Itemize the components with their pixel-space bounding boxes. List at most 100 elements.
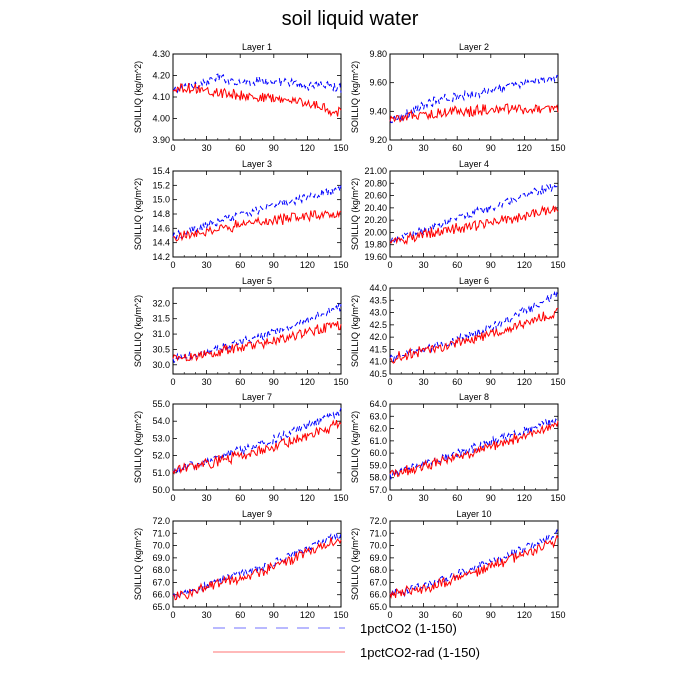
panel-1-xtick-label: 90 [269,143,279,153]
panel-10-xtick-label: 30 [419,610,429,620]
panel-4-ytick-label: 20.00 [364,227,387,237]
panel-9-xtick-label: 0 [170,610,175,620]
panel-4-ytick-label: 19.80 [364,240,387,250]
panel-10-title: Layer 10 [456,509,491,519]
panel-1-xtick-label: 120 [300,143,315,153]
panel-1-ytick-label: 4.20 [152,71,170,81]
panel-5-ytick-label: 31.5 [152,314,170,324]
panel-8-series-1pctCO2-rad [389,420,559,478]
panel-8-ytick-label: 64.0 [369,399,387,409]
panel-3-ytick-label: 14.2 [152,252,170,262]
panel-6-ytick-label: 43.5 [369,295,387,305]
panel-7-xtick-label: 60 [235,493,245,503]
panel-9-series-1pctCO2 [172,532,342,601]
panel-9-xtick-label: 60 [235,610,245,620]
panel-2-xtick-label: 0 [387,143,392,153]
panel-10-ytick-label: 72.0 [369,516,387,526]
panel-10-xtick-label: 90 [486,610,496,620]
panel-2-xtick-label: 120 [517,143,532,153]
panel-4-frame [389,170,559,258]
panel-6-frame [389,287,559,375]
panel-3-ytick-label: 14.4 [152,238,170,248]
legend-label-1: 1pctCO2 (1-150) [360,621,457,636]
panel-10-ytick-label: 69.0 [369,553,387,563]
panel-1-frame [172,53,342,141]
panel-8-xtick-label: 30 [419,493,429,503]
panel-9-ylabel: SOILLIQ (kg/m^2) [133,528,143,600]
panel-2-ytick-label: 9.60 [369,78,387,88]
panel-6-xtick-label: 0 [387,377,392,387]
panel-4-xtick-label: 120 [517,260,532,270]
panel-6-ytick-label: 42.5 [369,320,387,330]
panel-9-xtick-label: 90 [269,610,279,620]
panel-9-ytick-label: 67.0 [152,577,170,587]
panel-8-series-1pctCO2 [389,417,559,480]
panel-1-ytick-label: 4.30 [152,49,170,59]
panel-1-xtick-label: 0 [170,143,175,153]
panel-4-series-1pctCO2-rad [389,204,559,246]
panel-9-ytick-label: 70.0 [152,541,170,551]
panel-8-ytick-label: 61.0 [369,436,387,446]
panel-6-series-1pctCO2 [389,290,559,363]
panel-7-xtick-label: 150 [333,493,348,503]
panel-5-ytick-label: 31.0 [152,329,170,339]
panel-10-series-1pctCO2-rad [389,534,559,600]
panel-9-xtick-label: 30 [202,610,212,620]
panel-5-xtick-label: 60 [235,377,245,387]
panel-5-xtick-label: 30 [202,377,212,387]
panel-6-xtick-label: 150 [550,377,565,387]
panel-1-series-1pctCO2-rad [172,83,342,118]
panel-10-ytick-label: 67.0 [369,577,387,587]
panel-10-ytick-label: 70.0 [369,541,387,551]
panel-5-ytick-label: 32.0 [152,298,170,308]
panel-8-xtick-label: 150 [550,493,565,503]
panel-3-title: Layer 3 [242,159,272,169]
page-title: soil liquid water [281,8,419,30]
panel-4-ytick-label: 21.00 [364,166,387,176]
panel-7-ytick-label: 51.0 [152,468,170,478]
panel-8-ytick-label: 59.0 [369,460,387,470]
panel-9-xtick-label: 150 [333,610,348,620]
panel-6-xtick-label: 30 [419,377,429,387]
panel-10-ytick-label: 65.0 [369,602,387,612]
panel-8-ytick-label: 58.0 [369,473,387,483]
panel-4-series-1pctCO2 [390,183,559,244]
panel-2-xtick-label: 90 [486,143,496,153]
panel-3-series-1pctCO2 [172,185,342,240]
panel-8-xtick-label: 0 [387,493,392,503]
panel-4-xtick-label: 0 [387,260,392,270]
panel-9-series-1pctCO2-rad [172,537,342,601]
panel-6-title: Layer 6 [459,276,489,286]
panel-3-xtick-label: 150 [333,260,348,270]
panel-1-ytick-label: 3.90 [152,135,170,145]
panel-7-ytick-label: 52.0 [152,451,170,461]
panel-6-ylabel: SOILLIQ (kg/m^2) [350,295,360,367]
panel-9-title: Layer 9 [242,509,272,519]
panel-8-ytick-label: 60.0 [369,448,387,458]
panel-5-xtick-label: 150 [333,377,348,387]
panel-7-ytick-label: 53.0 [152,433,170,443]
panel-1-ytick-label: 4.00 [152,114,170,124]
panel-2-ytick-label: 9.80 [369,49,387,59]
panel-7-ytick-label: 50.0 [152,485,170,495]
panel-1-series-1pctCO2 [172,73,342,94]
panel-3-ytick-label: 14.6 [152,223,170,233]
panel-2-ytick-label: 9.40 [369,106,387,116]
panel-10-ytick-label: 71.0 [369,528,387,538]
panel-6-xtick-label: 120 [517,377,532,387]
panel-3-ytick-label: 15.0 [152,195,170,205]
panel-8-title: Layer 8 [459,392,489,402]
panel-2-series-1pctCO2-rad [389,103,559,123]
panel-4-title: Layer 4 [459,159,489,169]
panel-5-ytick-label: 30.5 [152,344,170,354]
panel-6-series-1pctCO2-rad [389,307,559,364]
panel-10-ytick-label: 66.0 [369,590,387,600]
panel-10-ytick-label: 68.0 [369,565,387,575]
panel-8-ytick-label: 57.0 [369,485,387,495]
panel-10-xtick-label: 150 [550,610,565,620]
legend-label-2: 1pctCO2-rad (1-150) [360,645,480,660]
panel-10-frame [389,520,559,608]
panel-7-xtick-label: 90 [269,493,279,503]
panel-8-frame [389,403,559,491]
